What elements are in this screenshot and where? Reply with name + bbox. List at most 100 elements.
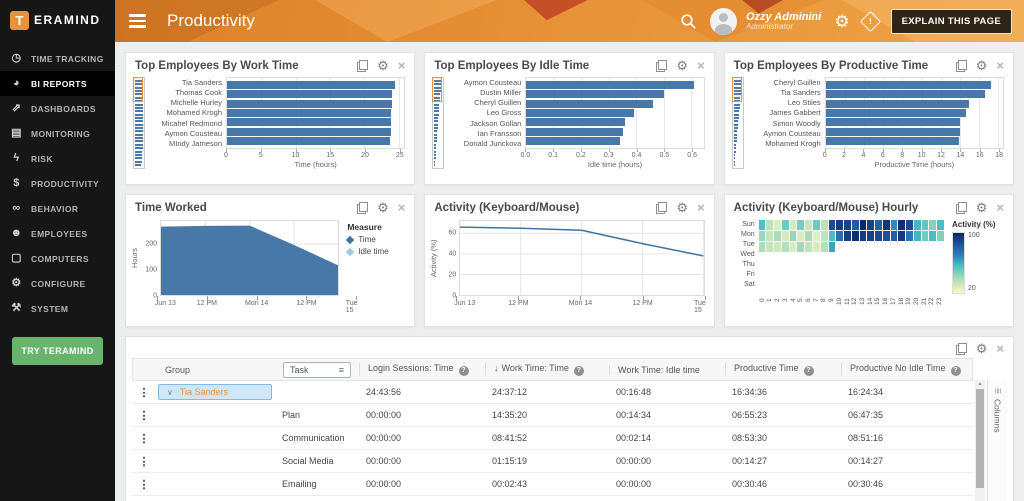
copy-icon[interactable] — [656, 201, 668, 214]
columns-side-tab[interactable]: ≣ Columns — [987, 380, 1007, 501]
panel-settings-gear-icon[interactable]: ⚙ — [377, 200, 389, 215]
row-kebab-menu-icon[interactable]: ⋮ — [138, 432, 150, 445]
alert-diamond-icon[interactable]: ! — [859, 10, 881, 32]
scroll-up-icon[interactable]: ▲ — [977, 381, 983, 387]
table-row[interactable]: ⋮ Emailing 00:00:00 00:02:43 00:00:00 00:30:4… — [132, 473, 973, 496]
settings-gear-icon[interactable]: ⚙ — [834, 11, 850, 31]
copy-icon[interactable] — [955, 59, 967, 72]
table-row[interactable]: ⋮Archiving00:00:0000:01:5800:00:0000:00:… — [132, 496, 973, 501]
task-filter-box[interactable]: Task ≡ — [283, 361, 351, 378]
heatmap-hour-label: 5 — [797, 298, 805, 302]
sidebar-item-behavior[interactable]: ∞ BEHAVIOR — [0, 196, 115, 221]
sidebar-item-monitoring[interactable]: ▤ MONITORING — [0, 121, 115, 146]
bar — [825, 99, 970, 108]
user-avatar[interactable] — [709, 7, 737, 35]
panel-settings-gear-icon[interactable]: ⚙ — [676, 200, 689, 215]
sidebar-item-configure[interactable]: ⚙ CONFIGURE — [0, 271, 115, 296]
sidebar-item-risk[interactable]: ϟ RISK — [0, 146, 115, 171]
sidebar-item-productivity[interactable]: $ PRODUCTIVITY — [0, 171, 115, 196]
legend-item[interactable]: Time — [346, 235, 405, 244]
table-row[interactable]: ⋮ Social Media 00:00:00 01:15:19 00:00:00 00:… — [132, 450, 973, 473]
value-cell: 00:16:48 — [616, 387, 652, 397]
copy-icon[interactable] — [955, 201, 967, 214]
task-cell: Social Media — [282, 456, 334, 466]
chevron-down-icon[interactable]: ∨ — [167, 387, 173, 397]
close-icon[interactable]: × — [996, 58, 1004, 73]
row-kebab-menu-icon[interactable]: ⋮ — [138, 386, 150, 399]
heatmap-cell — [797, 253, 805, 263]
dashboard-content: Top Employees By Work Time ⚙ × Tia Sanders T… — [115, 42, 1024, 501]
panel-settings-gear-icon[interactable]: ⚙ — [975, 200, 988, 215]
heatmap-cell — [859, 242, 867, 252]
hamburger-menu-icon[interactable] — [127, 10, 148, 31]
close-icon[interactable]: × — [697, 58, 705, 73]
mini-overview-strip[interactable] — [432, 77, 445, 169]
column-header-productive-no-idle-time[interactable]: Productive No Idle Time? — [841, 363, 976, 376]
bar-category-label: Simon Woodly — [772, 118, 821, 128]
user-info[interactable]: Ozzy Adminini Administrator — [746, 11, 821, 32]
legend-item[interactable]: Idle time — [346, 247, 405, 256]
row-kebab-menu-icon[interactable]: ⋮ — [138, 409, 150, 422]
try-teramind-button[interactable]: TRY TERAMIND — [12, 337, 103, 365]
mini-brush-selection[interactable] — [731, 77, 742, 103]
column-header-productive-time[interactable]: Productive Time? — [725, 363, 841, 376]
heatmap-cell — [789, 220, 797, 230]
heatmap-cell — [913, 253, 921, 263]
close-icon[interactable]: × — [996, 200, 1004, 215]
panel-settings-gear-icon[interactable]: ⚙ — [676, 58, 689, 73]
row-kebab-menu-icon[interactable]: ⋮ — [138, 455, 150, 468]
copy-icon[interactable] — [955, 342, 967, 355]
sidebar-item-bi-reports[interactable]: ◕ BI REPORTS — [0, 71, 115, 96]
help-icon[interactable]: ? — [573, 365, 584, 376]
table-row[interactable]: ⋮ ∨ Tia Sanders 24:43:56 24:37:12 00:16:48 16:… — [132, 381, 973, 404]
heatmap-cell — [913, 286, 921, 296]
help-icon[interactable]: ? — [950, 365, 961, 376]
column-header-group[interactable]: Group — [157, 365, 275, 375]
group-cell-selected[interactable]: ∨ Tia Sanders — [158, 384, 272, 400]
sidebar-item-dashboards[interactable]: ⇗ DASHBOARDS — [0, 96, 115, 121]
mini-brush-selection[interactable] — [432, 77, 443, 103]
close-icon[interactable]: × — [996, 341, 1004, 356]
sidebar-item-computers[interactable]: ▢ COMPUTERS — [0, 246, 115, 271]
column-header-work-time-time[interactable]: ↓ Work Time: Time? — [485, 363, 609, 376]
sidebar-item-time-tracking[interactable]: ◷ TIME TRACKING — [0, 46, 115, 71]
heatmap-cell — [859, 231, 867, 241]
scrollbar-thumb[interactable] — [976, 389, 984, 488]
row-kebab-menu-icon[interactable]: ⋮ — [138, 478, 150, 491]
heatmap-hour-label: 17 — [889, 298, 897, 306]
panel-settings-gear-icon[interactable]: ⚙ — [377, 58, 389, 73]
heatmap-cell — [921, 286, 929, 296]
close-icon[interactable]: × — [397, 200, 406, 215]
column-header-login-sessions-time[interactable]: Login Sessions: Time? — [359, 363, 485, 376]
explain-this-page-button[interactable]: EXPLAIN THIS PAGE — [890, 8, 1012, 34]
x-tick-label: 10 — [917, 151, 926, 159]
search-icon[interactable] — [680, 13, 697, 30]
copy-icon[interactable] — [656, 59, 668, 72]
heatmap-cell — [929, 220, 937, 230]
filter-menu-icon[interactable]: ≡ — [338, 364, 344, 375]
heatmap-cell — [937, 286, 944, 296]
help-icon[interactable]: ? — [803, 365, 814, 376]
column-header-task[interactable]: Task ≡ — [275, 361, 359, 378]
mini-brush-selection[interactable] — [133, 77, 143, 103]
copy-icon[interactable] — [357, 201, 369, 214]
sidebar-item-system[interactable]: ⚒ SYSTEM — [0, 296, 115, 321]
legend-gradient — [952, 232, 965, 294]
panel-settings-gear-icon[interactable]: ⚙ — [975, 341, 988, 356]
close-icon[interactable]: × — [397, 58, 406, 73]
copy-icon[interactable] — [357, 59, 369, 72]
mini-overview-strip[interactable] — [133, 77, 145, 169]
teramind-logo[interactable]: T ERAMIND — [0, 0, 115, 40]
table-scrollbar[interactable]: ▲ — [975, 380, 985, 501]
column-header-work-time-idle-time[interactable]: Work Time: Idle time — [609, 364, 725, 375]
heatmap-cell — [797, 275, 805, 285]
table-row[interactable]: ⋮ Plan 00:00:00 14:35:20 00:14:34 06:55:23 06:… — [132, 404, 973, 427]
panel-settings-gear-icon[interactable]: ⚙ — [975, 58, 988, 73]
close-icon[interactable]: × — [697, 200, 705, 215]
mini-overview-strip[interactable] — [731, 77, 744, 169]
table-row[interactable]: ⋮ Communication 00:00:00 08:41:52 00:02:14 08… — [132, 427, 973, 450]
help-icon[interactable]: ? — [458, 365, 469, 376]
heatmap-cell — [789, 275, 797, 285]
heatmap-cell — [859, 253, 867, 263]
sidebar-item-employees[interactable]: ☻ EMPLOYEES — [0, 221, 115, 246]
